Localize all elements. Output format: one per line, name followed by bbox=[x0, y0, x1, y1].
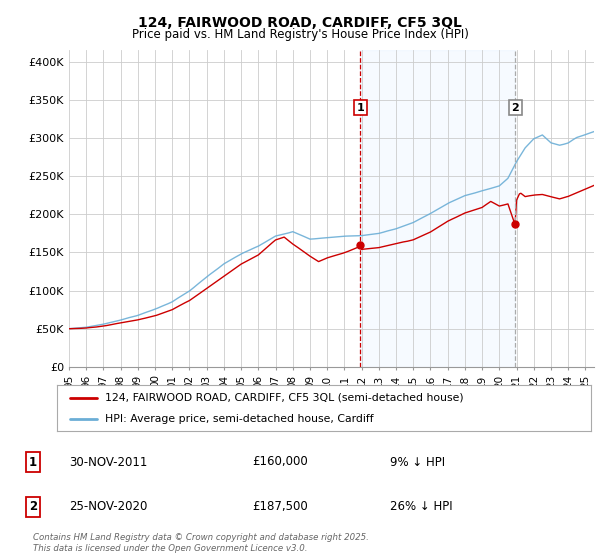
Text: 9% ↓ HPI: 9% ↓ HPI bbox=[390, 455, 445, 469]
Text: 124, FAIRWOOD ROAD, CARDIFF, CF5 3QL: 124, FAIRWOOD ROAD, CARDIFF, CF5 3QL bbox=[138, 16, 462, 30]
Text: £187,500: £187,500 bbox=[252, 500, 308, 514]
Text: Price paid vs. HM Land Registry's House Price Index (HPI): Price paid vs. HM Land Registry's House … bbox=[131, 28, 469, 41]
Text: 124, FAIRWOOD ROAD, CARDIFF, CF5 3QL (semi-detached house): 124, FAIRWOOD ROAD, CARDIFF, CF5 3QL (se… bbox=[105, 393, 464, 403]
Text: 1: 1 bbox=[356, 102, 364, 113]
Text: 25-NOV-2020: 25-NOV-2020 bbox=[69, 500, 148, 514]
Text: £160,000: £160,000 bbox=[252, 455, 308, 469]
Text: 30-NOV-2011: 30-NOV-2011 bbox=[69, 455, 148, 469]
Text: HPI: Average price, semi-detached house, Cardiff: HPI: Average price, semi-detached house,… bbox=[105, 414, 374, 424]
Text: 1: 1 bbox=[29, 455, 37, 469]
Text: 2: 2 bbox=[511, 102, 519, 113]
Text: Contains HM Land Registry data © Crown copyright and database right 2025.
This d: Contains HM Land Registry data © Crown c… bbox=[33, 533, 369, 553]
Text: 26% ↓ HPI: 26% ↓ HPI bbox=[390, 500, 452, 514]
Text: 2: 2 bbox=[29, 500, 37, 514]
Bar bbox=[360, 50, 515, 367]
